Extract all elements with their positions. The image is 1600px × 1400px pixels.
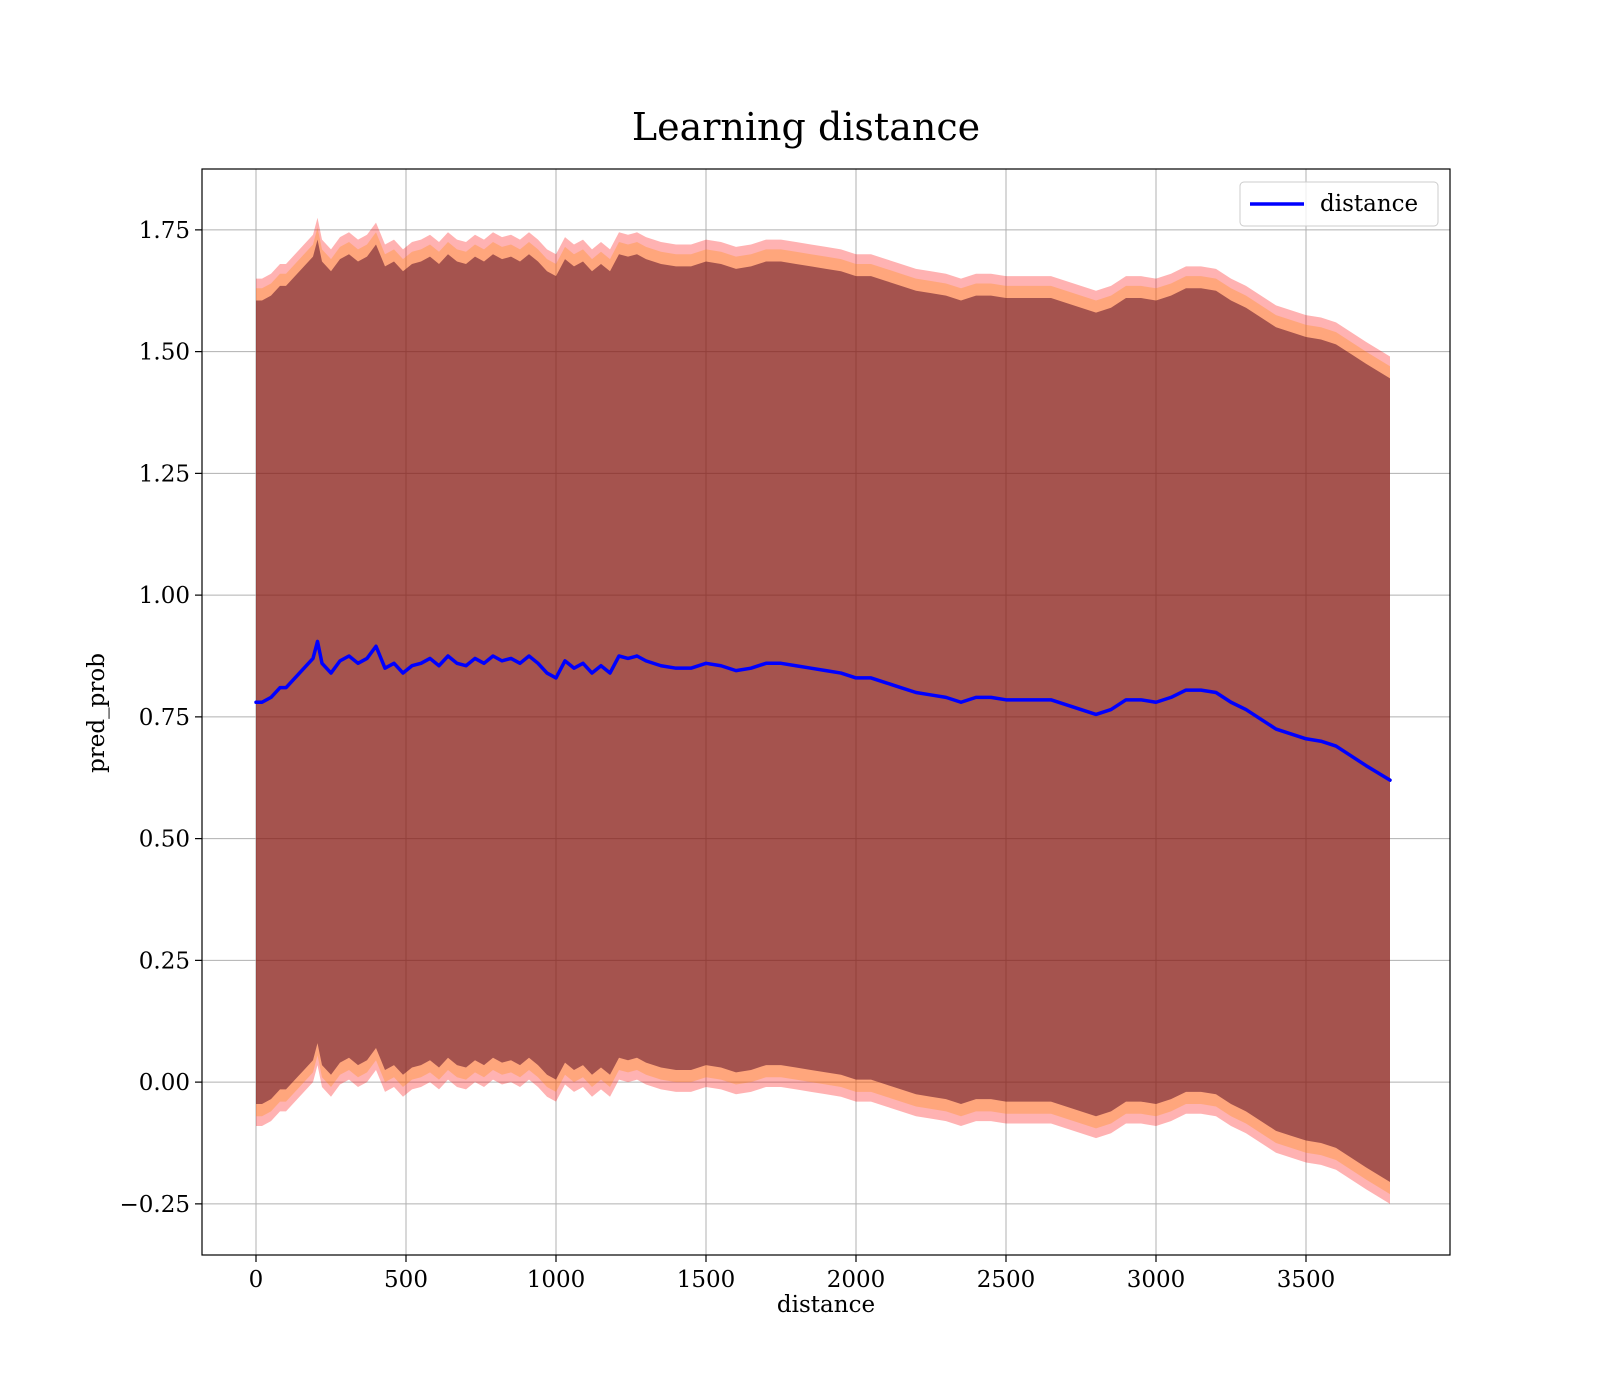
chart-title: Learning distance <box>632 105 980 149</box>
x-tick-label: 2000 <box>827 1267 886 1293</box>
series-line-distance <box>254 639 1392 782</box>
y-tick-label: 0.50 <box>139 827 190 853</box>
plot-frame <box>201 168 1451 1256</box>
y-tick-label: 1.50 <box>139 340 190 366</box>
x-tick-label: 1500 <box>677 1267 736 1293</box>
series-lines <box>254 639 1392 782</box>
legend-box <box>1239 181 1439 227</box>
legend: distance <box>1239 181 1439 227</box>
x-tick-label: 500 <box>384 1267 428 1293</box>
y-tick-label: 0.75 <box>139 705 190 731</box>
bands <box>256 217 1390 1204</box>
x-tick-label: 0 <box>249 1267 264 1293</box>
y-axis-ticks: −0.25 0.00 0.25 0.50 0.75 1.00 1.25 1.50 1.75 <box>120 218 202 1218</box>
y-tick-label: 1.75 <box>139 218 190 244</box>
y-tick-label: 0.25 <box>139 948 190 974</box>
y-tick-label: 0.00 <box>139 1070 190 1096</box>
x-tick-label: 1000 <box>527 1267 586 1293</box>
x-tick-label: 3500 <box>1277 1267 1336 1293</box>
x-tick-label: 2500 <box>977 1267 1036 1293</box>
x-tick-label: 3000 <box>1127 1267 1186 1293</box>
y-tick-label: 1.00 <box>139 583 190 609</box>
y-tick-label: −0.25 <box>120 1192 190 1218</box>
y-tick-label: 1.25 <box>139 461 190 487</box>
y-axis-label: pred_prob <box>84 653 110 773</box>
x-axis-ticks: 0 500 1000 1500 2000 2500 3000 3500 <box>249 1255 1336 1293</box>
legend-label-distance: distance <box>1320 191 1418 217</box>
x-axis-label: distance <box>777 1292 875 1318</box>
band-inner <box>256 239 1390 1182</box>
